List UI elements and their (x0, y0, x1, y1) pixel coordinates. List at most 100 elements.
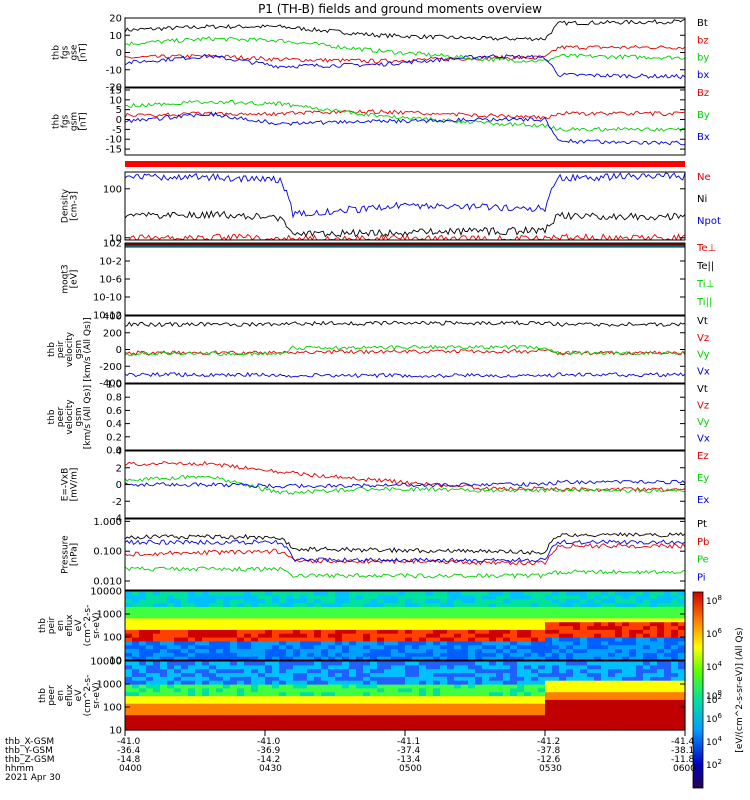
spectrogram-cell (489, 656, 497, 661)
spectrogram-cell (293, 652, 301, 657)
spectrogram-cell (391, 656, 399, 661)
spectrogram-cell (202, 672, 210, 677)
spectrogram-cell (419, 672, 427, 677)
spectrogram-cell (265, 617, 273, 623)
y-axis-label-line: velocity (65, 399, 75, 435)
spectrogram-cell (405, 726, 413, 731)
spectrogram-cell (321, 718, 329, 723)
spectrogram-cell (559, 668, 567, 674)
spectrogram-cell (181, 640, 189, 646)
spectrogram-cell (559, 664, 567, 670)
spectrogram-cell (405, 656, 413, 661)
spectrogram-cell (125, 710, 133, 716)
spectrogram-cell (293, 629, 301, 634)
y-axis-label-line: [km/s (All Qs)] (83, 317, 93, 381)
spectrogram-cell (188, 621, 196, 627)
spectrogram-cell (349, 640, 357, 646)
spectrogram-cell (475, 633, 483, 638)
spectrogram-cell (181, 703, 189, 708)
spectrogram-cell (545, 661, 553, 666)
spectrogram-cell (538, 676, 546, 681)
spectrogram-cell (300, 644, 308, 650)
spectrogram-cell (608, 676, 616, 681)
spectrogram-cell (300, 695, 308, 700)
spectrogram-cell (398, 644, 406, 650)
spectrogram-cell (244, 621, 252, 627)
spectrogram-cell (636, 676, 644, 681)
spectrogram-cell (209, 629, 217, 634)
spectrogram-cell (503, 591, 511, 596)
spectrogram-cell (636, 664, 644, 670)
spectrogram-cell (370, 722, 378, 727)
spectrogram-cell (153, 684, 161, 689)
spectrogram-cell (146, 703, 154, 708)
spectrogram-cell (615, 703, 623, 708)
spectrogram-cell (671, 726, 679, 731)
spectrogram-cell (223, 640, 231, 646)
spectrogram-cell (503, 707, 511, 712)
spectrogram-cell (335, 664, 343, 670)
spectrogram-cell (636, 614, 644, 619)
spectrogram-cell (300, 656, 308, 661)
spectrogram-cell (601, 668, 609, 674)
spectrogram-cell (419, 710, 427, 716)
spectrogram-cell (146, 726, 154, 731)
spectrogram-cell (538, 699, 546, 704)
spectrogram-cell (657, 656, 665, 661)
spectrogram-cell (426, 652, 434, 657)
spectrogram-cell (349, 718, 357, 723)
spectrogram-cell (195, 714, 203, 720)
spectrogram-cell (202, 637, 210, 642)
spectrogram-cell (657, 633, 665, 638)
spectrogram-cell (314, 633, 322, 638)
spectrogram-cell (475, 714, 483, 720)
spectrogram-cell (615, 664, 623, 670)
spectrogram-cell (230, 644, 238, 650)
spectrogram-cell (384, 680, 392, 685)
spectrogram-cell (237, 699, 245, 704)
spectrogram-cell (244, 648, 252, 653)
spectrogram-cell (629, 684, 637, 689)
y-tick-label: 1000 (97, 680, 122, 691)
spectrogram-cell (671, 661, 679, 666)
spectrogram-cell (643, 707, 651, 712)
spectrogram-cell (132, 710, 140, 716)
spectrogram-cell (615, 610, 623, 615)
spectrogram-cell (489, 591, 497, 596)
spectrogram-cell (223, 610, 231, 615)
spectrogram-cell (370, 594, 378, 600)
spectrogram-cell (615, 652, 623, 657)
spectrogram-cell (349, 629, 357, 634)
spectrogram-cell (146, 617, 154, 623)
spectrogram-cell (321, 714, 329, 720)
spectrogram-cell (405, 703, 413, 708)
spectrogram-cell (132, 591, 140, 596)
spectrogram-cell (342, 684, 350, 689)
spectrogram-cell (580, 664, 588, 670)
spectrogram-cell (489, 680, 497, 685)
spectrogram-cell (678, 614, 686, 619)
spectrogram-cell (251, 684, 259, 689)
spectrogram-cell (160, 614, 168, 619)
spectrogram-cell (258, 684, 266, 689)
spectrogram-cell (622, 637, 630, 642)
spectrogram-cell (132, 672, 140, 677)
spectrogram-cell (300, 591, 308, 596)
spectrogram-cell (167, 610, 175, 615)
spectrogram-cell (664, 633, 672, 638)
spectrogram-cell (342, 644, 350, 650)
spectrogram-cell (643, 684, 651, 689)
spectrogram-cell (426, 606, 434, 611)
spectrogram-cell (398, 680, 406, 685)
panel-frame (124, 242, 686, 316)
spectrogram-cell (545, 664, 553, 670)
spectrogram-cell (433, 691, 441, 697)
legend-label: Vx (697, 366, 710, 377)
spectrogram-cell (405, 610, 413, 615)
spectrogram-cell (468, 621, 476, 627)
spectrogram-cell (279, 629, 287, 634)
spectrogram-cell (230, 680, 238, 685)
spectrogram-cell (216, 644, 224, 650)
spectrogram-cell (146, 610, 154, 615)
